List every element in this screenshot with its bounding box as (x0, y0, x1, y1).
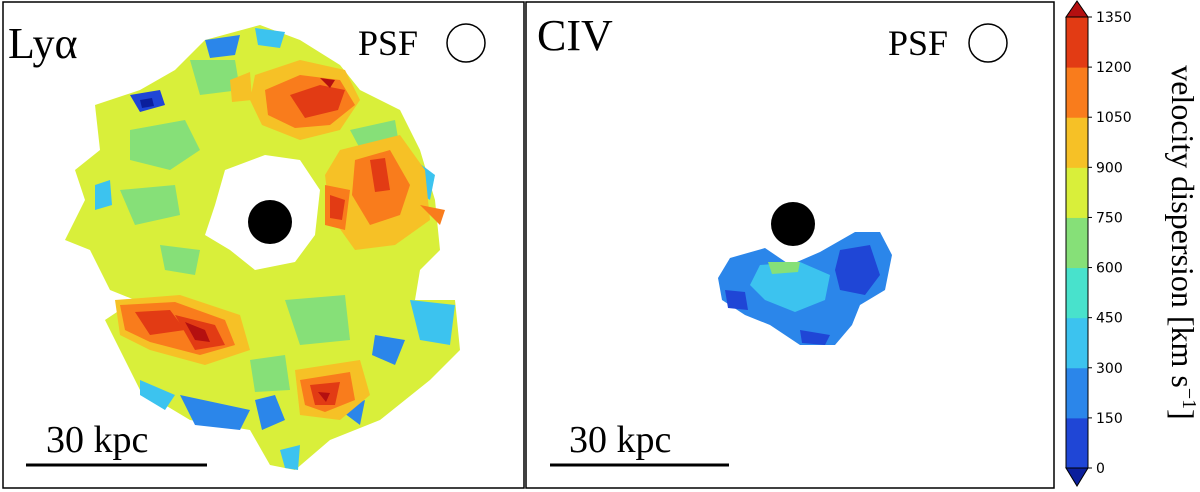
lya-peak-patch (135, 310, 185, 335)
lya-mid-patch (250, 355, 290, 392)
colorbar-tick-label: 0 (1096, 461, 1105, 477)
colorbar-frame (1065, 16, 1089, 469)
colorbar-tick-label: 1050 (1096, 110, 1132, 126)
colorbar-title-exponent: −1 (1178, 388, 1200, 409)
lya-mid-patch (130, 120, 200, 170)
civ-psf-label: PSF (888, 23, 948, 63)
lya-low-patch (95, 180, 112, 210)
lya-mid-patch (190, 60, 240, 95)
lya-mid-patch (120, 185, 180, 225)
lya-max-patch (185, 322, 210, 342)
colorbar-over-extension (1065, 0, 1089, 18)
lya-mid-patch (285, 295, 350, 345)
lya-panel: Lyα PSF 30 kpc (2, 1, 525, 489)
colorbar-band (1066, 117, 1088, 168)
colorbar-title: velocity dispersion [km s−1] (1165, 65, 1200, 420)
civ-low-patch (800, 330, 830, 345)
civ-psf-circle (968, 23, 1008, 63)
civ-mid-patch (750, 262, 830, 312)
colorbar-title-text: velocity dispersion [km s (1165, 65, 1200, 388)
colorbar-tick-label: 900 (1096, 160, 1123, 176)
colorbar-ticks: 0 150 300 450 600 750 900 1050 1200 1350 (1088, 10, 1132, 477)
civ-low-patch (835, 245, 880, 295)
colorbar-tick-label: 1350 (1096, 10, 1132, 26)
colorbar-under-extension (1065, 467, 1089, 487)
lya-psf-circle (446, 23, 486, 63)
colorbar-band (1066, 217, 1088, 269)
colorbar-title-close: ] (1165, 409, 1200, 420)
civ-panel-label: CIV (537, 11, 613, 60)
lya-low-patch (372, 335, 405, 365)
lya-low-patch (140, 380, 175, 410)
civ-mid-patch (768, 262, 800, 274)
lya-dispersion-map (65, 25, 460, 470)
quasar-position-marker (248, 200, 292, 244)
colorbar-tick-label: 750 (1096, 210, 1123, 226)
colorbar-bands (1066, 17, 1088, 469)
lya-psf-label: PSF (358, 23, 418, 63)
colorbar-band (1066, 17, 1088, 68)
lya-high-patch (230, 72, 252, 102)
lya-max-patch (320, 78, 335, 88)
civ-low-patch (725, 290, 748, 310)
colorbar-tick-label: 600 (1096, 261, 1123, 277)
colorbar-band (1066, 317, 1088, 369)
lya-mid-patch (160, 245, 200, 275)
civ-dispersion-map (718, 202, 892, 345)
lya-low-patch (280, 445, 300, 470)
civ-panel: CIV PSF 30 kpc (525, 1, 1055, 489)
colorbar-tick-label: 300 (1096, 361, 1123, 377)
lya-peak-patch (420, 205, 445, 225)
lya-peak-patch (290, 85, 345, 118)
lya-low-patch (255, 395, 285, 430)
colorbar-tick-label: 450 (1096, 311, 1123, 327)
lya-low-patch (180, 395, 250, 430)
lya-max-patch (318, 392, 330, 402)
lya-low-patch (410, 300, 455, 345)
quasar-position-marker (771, 202, 815, 246)
lya-peak-patch (370, 158, 390, 192)
lya-low-patch (255, 28, 285, 48)
lya-peak-patch (330, 195, 345, 220)
colorbar-band (1066, 67, 1088, 118)
colorbar-band (1066, 417, 1088, 469)
colorbar-band (1066, 267, 1088, 319)
colorbar-tick-label: 150 (1096, 411, 1123, 427)
lya-low-patch (140, 98, 154, 108)
colorbar-band (1066, 167, 1088, 218)
colorbar: 0 150 300 450 600 750 900 1050 1200 1350 velocity… (1065, 0, 1200, 487)
civ-scalebar-label: 30 kpc (569, 419, 671, 461)
colorbar-tick-label: 1200 (1096, 60, 1132, 76)
lya-low-patch (340, 400, 365, 425)
colorbar-band (1066, 367, 1088, 419)
lya-scalebar-label: 30 kpc (46, 419, 148, 461)
lya-panel-label: Lyα (8, 19, 78, 68)
lya-low-patch (205, 35, 240, 58)
